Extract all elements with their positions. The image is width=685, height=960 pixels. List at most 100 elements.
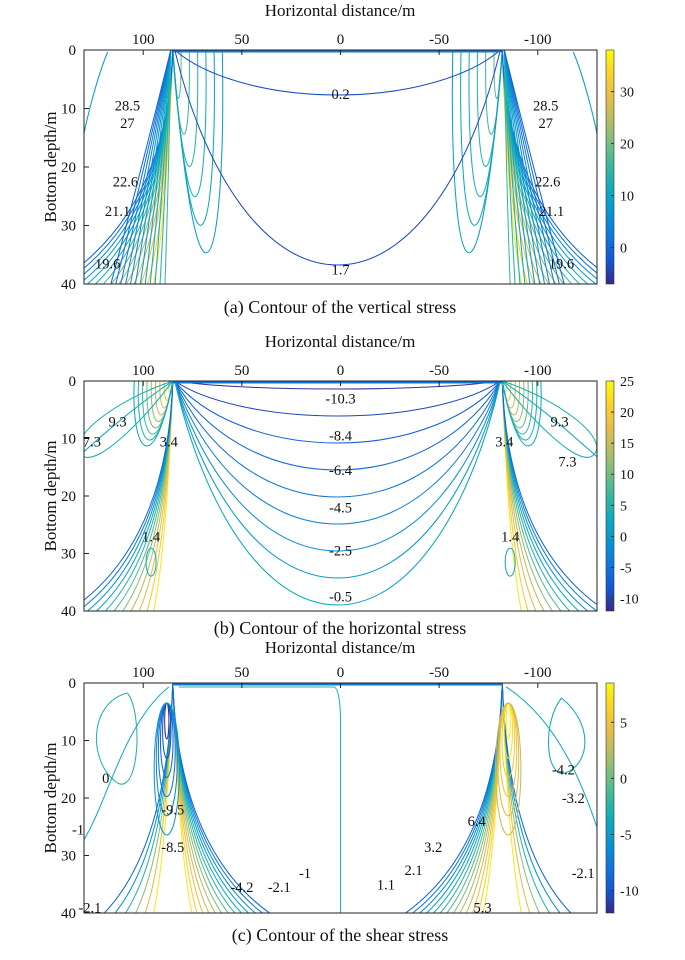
x-tick-label: -50 (429, 363, 449, 379)
colorbar-tick-label: 20 (620, 138, 634, 153)
x-tick-label: -50 (429, 665, 449, 681)
colorbar-tick-label: -10 (620, 593, 639, 608)
contour-lines (84, 683, 597, 913)
contour-label: 22.6 (113, 175, 138, 191)
contour-line (501, 683, 572, 913)
contour-line (503, 50, 511, 284)
colorbar-tick-label: -5 (620, 561, 632, 576)
contour-line (503, 50, 541, 284)
y-tick-label: 0 (69, 676, 77, 692)
contour-label: 6.4 (468, 814, 487, 830)
contour-label: -1 (72, 823, 84, 839)
colorbar-tick-label: -5 (620, 828, 632, 843)
contour-line (172, 50, 224, 254)
contour-label: 3.4 (160, 434, 179, 450)
contour-line (503, 50, 560, 284)
contour-label: -2.5 (329, 544, 352, 560)
contour-line (174, 381, 501, 579)
contour-label: -6.4 (329, 463, 353, 479)
x-tick-label: 0 (337, 32, 345, 48)
colorbar-tick-label: -10 (620, 885, 639, 900)
colorbar-tick-label: 5 (620, 716, 627, 731)
panel-caption: (a) Contour of the vertical stress (224, 297, 456, 318)
y-axis-title: Bottom depth/m (41, 441, 60, 552)
colorbar-tick-label: 0 (620, 530, 627, 545)
colorbar-tick-label: 0 (620, 242, 627, 257)
contour-line (174, 381, 501, 525)
y-tick-label: 30 (61, 547, 76, 563)
contour-label: -4.2 (552, 762, 575, 778)
contour-label: -8.4 (329, 429, 353, 445)
contour-label: -9.5 (161, 803, 184, 819)
y-tick-label: 40 (61, 277, 76, 293)
y-tick-label: 0 (69, 374, 77, 390)
contour-line (96, 692, 138, 785)
contour-line (103, 683, 174, 913)
contour-line (84, 51, 109, 137)
colorbar-tick-label: 5 (620, 499, 627, 514)
contour-line (153, 702, 180, 836)
y-axis-title: Bottom depth/m (41, 743, 60, 854)
x-tick-label: 100 (132, 665, 155, 681)
x-tick-label: -100 (524, 665, 552, 681)
contour-line (84, 381, 174, 458)
contour-line (501, 381, 525, 422)
contour-label: 9.3 (108, 414, 126, 430)
contour-label: -2.1 (572, 866, 595, 882)
colorbar-gradient (605, 380, 615, 612)
contour-line (129, 50, 172, 284)
colorbar: 0 10 20 30 (605, 49, 634, 285)
contour-line (150, 381, 174, 422)
contour-line (172, 50, 215, 226)
contour-line (145, 547, 157, 577)
x-tick-label: -100 (524, 32, 552, 48)
contour-line (501, 381, 597, 458)
colorbar-tick-label: 15 (620, 437, 634, 452)
contour-label: -4.5 (329, 501, 352, 517)
contour-line (110, 50, 172, 284)
contour-line (501, 381, 542, 447)
y-tick-label: 10 (61, 102, 76, 118)
contour-line (174, 381, 501, 471)
colorbar-tick-label: 10 (620, 468, 634, 483)
contour-line (501, 381, 597, 606)
contour-line (503, 50, 551, 284)
contour-line (84, 381, 174, 453)
y-tick-label: 30 (61, 219, 76, 235)
y-tick-label: 20 (61, 489, 76, 505)
colorbar-tick-label: 25 (620, 375, 634, 390)
x-tick-label: 100 (132, 32, 155, 48)
contour-line (178, 686, 342, 913)
contour-label: 27 (538, 116, 553, 132)
contour-line (503, 50, 521, 284)
contour-line (154, 50, 172, 284)
contour-label: 1.4 (501, 529, 520, 545)
colorbar-gradient (605, 49, 615, 285)
contour-line (149, 50, 172, 284)
y-tick-label: 20 (61, 160, 76, 176)
contour-label: 9.3 (550, 414, 568, 430)
contour-line (159, 50, 172, 284)
contour-label: 21.1 (105, 204, 130, 220)
y-tick-label: 10 (61, 432, 76, 448)
contour-line (503, 50, 546, 284)
contour-line (503, 50, 565, 284)
y-tick-label: 40 (61, 906, 76, 922)
panel-caption: (b) Contour of the horizontal stress (214, 618, 466, 639)
contour-line (503, 50, 531, 284)
contour-line (139, 50, 172, 284)
contour-label: 21.1 (539, 204, 564, 220)
contour-label: 27 (120, 116, 135, 132)
contour-line (451, 50, 503, 254)
contour-line (174, 381, 501, 552)
contour-line (503, 50, 526, 284)
x-tick-label: 50 (234, 32, 249, 48)
contour-label: 1.7 (331, 262, 349, 278)
contour-label: -1 (299, 866, 311, 882)
contour-line (84, 686, 170, 841)
x-tick-label: 0 (337, 665, 345, 681)
colorbar-gradient (605, 682, 615, 914)
x-axis-title: Horizontal distance/m (265, 1, 416, 20)
